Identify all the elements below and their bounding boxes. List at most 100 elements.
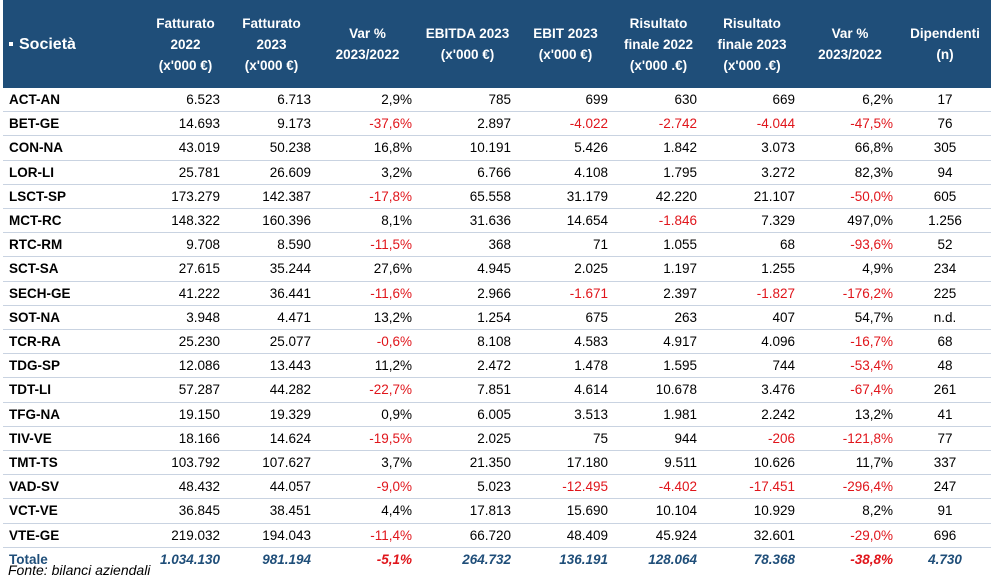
cell-ebit-2023: 5.426 bbox=[517, 135, 614, 161]
table-row: SOT-NA 3.948 4.471 13,2% 1.254 675 263 407 54,7%… bbox=[3, 305, 991, 331]
cell-societa: MCT-RC bbox=[3, 208, 145, 234]
cell-var-fatturato: -9,0% bbox=[317, 474, 418, 500]
cell-ebit-2023: 71 bbox=[517, 232, 614, 258]
cell-risultato-2022: 263 bbox=[614, 305, 703, 331]
cell-dipendenti: 305 bbox=[899, 135, 991, 161]
cell-var-risultato: -67,4% bbox=[801, 377, 899, 403]
cell-dipendenti: 225 bbox=[899, 281, 991, 306]
cell-dipendenti: 337 bbox=[899, 450, 991, 476]
cell-ebitda-2023: 65.558 bbox=[418, 184, 517, 210]
cell-societa: VAD-SV bbox=[3, 474, 145, 500]
cell-societa: SOT-NA bbox=[3, 305, 145, 331]
cell-ebit-2023: 2.025 bbox=[517, 256, 614, 282]
cell-ebit-2023: 15.690 bbox=[517, 498, 614, 524]
cell-societa: TCR-RA bbox=[3, 329, 145, 355]
cell-risultato-2023: -206 bbox=[703, 426, 801, 452]
table-header: Società Fatturato 2022 (x'000 €) Fatturato 2… bbox=[3, 0, 991, 88]
header-risultato-2022-line: finale 2022 bbox=[623, 36, 694, 52]
table-row: ACT-AN 6.523 6.713 2,9% 785 699 630 669 6,2% 17 bbox=[3, 88, 991, 113]
cell-var-fatturato: 3,7% bbox=[317, 450, 418, 476]
cell-fatturato-2022: 6.523 bbox=[145, 88, 226, 113]
cell-ebitda-2023: 2.472 bbox=[418, 353, 517, 379]
cell-dipendenti: 94 bbox=[899, 160, 991, 185]
cell-var-fatturato: 16,8% bbox=[317, 135, 418, 161]
cell-societa: BET-GE bbox=[3, 111, 145, 137]
financial-table-container: Società Fatturato 2022 (x'000 €) Fatturato 2… bbox=[3, 0, 991, 572]
cell-fatturato-2023: 19.329 bbox=[226, 402, 317, 427]
cell-societa: TIV-VE bbox=[3, 426, 145, 452]
cell-risultato-2023: 32.601 bbox=[703, 523, 801, 548]
cell-dipendenti: 68 bbox=[899, 329, 991, 355]
cell-var-risultato: -296,4% bbox=[801, 474, 899, 500]
cell-var-fatturato: -37,6% bbox=[317, 111, 418, 137]
cell-fatturato-2023: 194.043 bbox=[226, 523, 317, 548]
cell-ebit-2023: 14.654 bbox=[517, 208, 614, 234]
cell-dipendenti: 77 bbox=[899, 426, 991, 452]
cell-dipendenti: 234 bbox=[899, 256, 991, 282]
cell-ebitda-2023: 6.766 bbox=[418, 160, 517, 185]
cell-ebitda-2023: 8.108 bbox=[418, 329, 517, 355]
cell-societa: TFG-NA bbox=[3, 402, 145, 427]
cell-risultato-2022: 2.397 bbox=[614, 281, 703, 306]
cell-risultato-2022: 1.981 bbox=[614, 402, 703, 427]
cell-ebit-2023: 4.614 bbox=[517, 377, 614, 403]
cell-fatturato-2023: 981.194 bbox=[226, 546, 317, 572]
cell-risultato-2023: 1.255 bbox=[703, 256, 801, 282]
header-var-risultato-line: 2023/2022 bbox=[818, 47, 882, 62]
bullet-icon bbox=[9, 42, 13, 47]
cell-risultato-2022: 9.511 bbox=[614, 450, 703, 476]
cell-ebitda-2023: 5.023 bbox=[418, 474, 517, 500]
cell-ebitda-2023: 31.636 bbox=[418, 208, 517, 234]
cell-fatturato-2023: 6.713 bbox=[226, 88, 317, 113]
cell-var-fatturato: -11,4% bbox=[317, 523, 418, 548]
cell-dipendenti: 247 bbox=[899, 474, 991, 500]
table-row: VCT-VE 36.845 38.451 4,4% 17.813 15.690 10.104… bbox=[3, 498, 991, 524]
cell-fatturato-2022: 48.432 bbox=[145, 474, 226, 500]
table-row: SECH-GE 41.222 36.441 -11,6% 2.966 -1.671 2.39… bbox=[3, 281, 991, 306]
header-var-fatturato: Var % 2023/2022 bbox=[317, 0, 418, 88]
cell-ebit-2023: 4.108 bbox=[517, 160, 614, 185]
cell-risultato-2022: -4.402 bbox=[614, 474, 703, 500]
header-risultato-2022-line: (x'000 .€) bbox=[629, 57, 688, 73]
cell-risultato-2022: 42.220 bbox=[614, 184, 703, 210]
cell-var-fatturato: 2,9% bbox=[317, 88, 418, 113]
header-fatturato-2023-line: (x'000 €) bbox=[244, 57, 299, 73]
cell-dipendenti: 48 bbox=[899, 353, 991, 379]
cell-fatturato-2023: 9.173 bbox=[226, 111, 317, 137]
header-risultato-2022-line: Risultato bbox=[629, 15, 688, 31]
cell-var-fatturato: -11,5% bbox=[317, 232, 418, 258]
cell-ebitda-2023: 2.897 bbox=[418, 111, 517, 137]
cell-risultato-2023: 10.929 bbox=[703, 498, 801, 524]
cell-societa: SCT-SA bbox=[3, 256, 145, 282]
cell-risultato-2023: 4.096 bbox=[703, 329, 801, 355]
table-row: TCR-RA 25.230 25.077 -0,6% 8.108 4.583 4.917 4.… bbox=[3, 329, 991, 355]
cell-risultato-2022: -2.742 bbox=[614, 111, 703, 137]
table-row: BET-GE 14.693 9.173 -37,6% 2.897 -4.022 -2.742… bbox=[3, 111, 991, 137]
cell-fatturato-2022: 103.792 bbox=[145, 450, 226, 476]
cell-fatturato-2023: 14.624 bbox=[226, 426, 317, 452]
cell-ebit-2023: 675 bbox=[517, 305, 614, 331]
cell-fatturato-2022: 27.615 bbox=[145, 256, 226, 282]
cell-fatturato-2022: 19.150 bbox=[145, 402, 226, 427]
cell-var-fatturato: -5,1% bbox=[317, 546, 418, 572]
cell-fatturato-2022: 57.287 bbox=[145, 377, 226, 403]
cell-var-risultato: 8,2% bbox=[801, 498, 899, 524]
cell-risultato-2022: 10.104 bbox=[614, 498, 703, 524]
cell-risultato-2022: 45.924 bbox=[614, 523, 703, 548]
cell-ebit-2023: 4.583 bbox=[517, 329, 614, 355]
cell-risultato-2023: 3.073 bbox=[703, 135, 801, 161]
header-row: Società Fatturato 2022 (x'000 €) Fatturato 2… bbox=[3, 0, 991, 88]
cell-fatturato-2022: 14.693 bbox=[145, 111, 226, 137]
header-dipendenti-line: (n) bbox=[936, 47, 954, 62]
cell-var-risultato: 13,2% bbox=[801, 402, 899, 427]
cell-var-risultato: -93,6% bbox=[801, 232, 899, 258]
cell-fatturato-2023: 44.282 bbox=[226, 377, 317, 403]
cell-risultato-2022: -1.846 bbox=[614, 208, 703, 234]
cell-fatturato-2023: 26.609 bbox=[226, 160, 317, 185]
cell-var-fatturato: 8,1% bbox=[317, 208, 418, 234]
cell-var-risultato: -47,5% bbox=[801, 111, 899, 137]
cell-ebitda-2023: 10.191 bbox=[418, 135, 517, 161]
cell-fatturato-2022: 25.230 bbox=[145, 329, 226, 355]
cell-risultato-2023: 10.626 bbox=[703, 450, 801, 476]
cell-var-risultato: -16,7% bbox=[801, 329, 899, 355]
